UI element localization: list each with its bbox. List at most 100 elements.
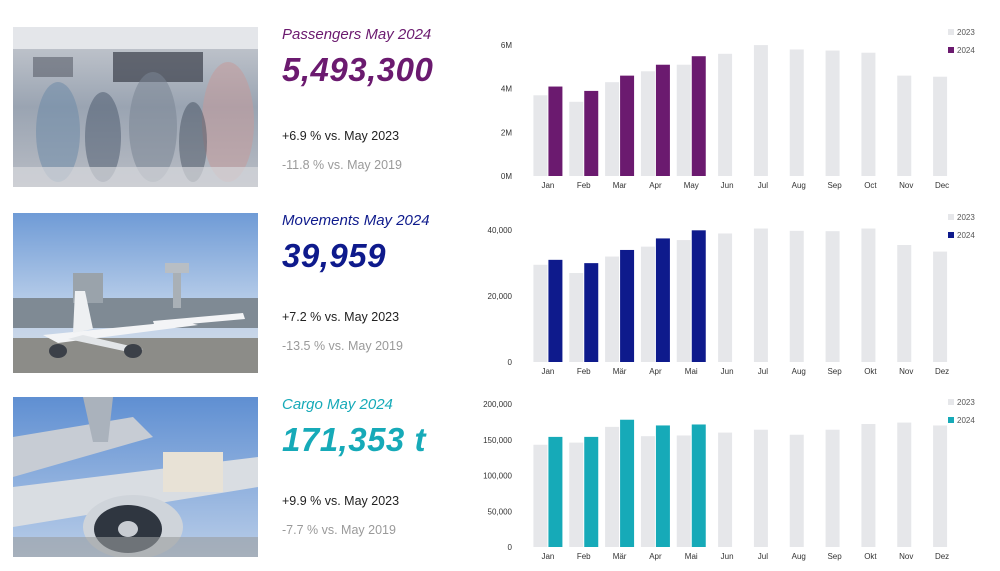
y-tick-label: 40,000 bbox=[488, 226, 513, 235]
bar-2023-nov bbox=[897, 75, 912, 176]
legend-swatch-2024 bbox=[948, 232, 954, 238]
passengers-value: 5,493,300 bbox=[282, 51, 434, 88]
x-tick-label: Jan bbox=[541, 181, 554, 190]
bar-2023-jan bbox=[533, 95, 548, 176]
legend-swatch-2024 bbox=[948, 47, 954, 53]
x-tick-label: Dez bbox=[935, 367, 949, 376]
x-tick-label: Feb bbox=[577, 181, 591, 190]
x-tick-label: Aug bbox=[792, 181, 806, 190]
x-tick-label: Aug bbox=[792, 552, 806, 561]
bar-2024-mar bbox=[620, 75, 635, 176]
bar-2023-sep bbox=[825, 429, 840, 547]
bar-2024-apr bbox=[655, 64, 670, 176]
x-tick-label: Jan bbox=[541, 552, 554, 561]
bar-2023-oct bbox=[861, 52, 876, 176]
bar-2023-nov bbox=[897, 422, 912, 547]
bar-2023-nov bbox=[897, 245, 912, 362]
x-tick-label: Mär bbox=[613, 552, 627, 561]
bar-2024-apr bbox=[655, 238, 670, 362]
bar-2023-sep bbox=[825, 50, 840, 176]
x-tick-label: Apr bbox=[649, 181, 662, 190]
passengers-chart: 0M 2M 4M 6M Jan Feb Mar Apr May Jun Jul Aug Sep Oct No… bbox=[490, 20, 980, 195]
x-tick-label: Sep bbox=[827, 181, 842, 190]
x-tick-label: Jun bbox=[721, 552, 734, 561]
x-tick-label: Aug bbox=[792, 367, 806, 376]
bar-2024-mai bbox=[691, 230, 706, 362]
y-tick-label: 0M bbox=[501, 172, 512, 181]
x-tick-label: Feb bbox=[577, 367, 591, 376]
passengers-title: Passengers May 2024 bbox=[282, 26, 432, 43]
y-tick-label: 20,000 bbox=[488, 292, 513, 301]
legend-label-2023: 2023 bbox=[957, 28, 975, 37]
bar-2024-jan bbox=[548, 436, 563, 547]
x-tick-label: May bbox=[684, 181, 699, 190]
terminal-photo bbox=[13, 27, 258, 187]
passengers-vs-2023: +6.9 % vs. May 2023 bbox=[282, 129, 400, 143]
y-tick-label: 2M bbox=[501, 128, 512, 137]
bar-2024-feb bbox=[584, 90, 599, 176]
aircraft-terminal-photo bbox=[13, 213, 258, 373]
cargo-vs-2019: -7.7 % vs. May 2019 bbox=[282, 523, 396, 537]
x-tick-label: Nov bbox=[899, 181, 913, 190]
x-tick-label: Apr bbox=[649, 367, 662, 376]
bar-2023-apr bbox=[640, 71, 655, 176]
passengers-vs-2019: -11.8 % vs. May 2019 bbox=[282, 158, 402, 172]
bar-2023-aug bbox=[789, 230, 804, 362]
bar-2023-mär bbox=[605, 426, 620, 547]
bar-2024-apr bbox=[655, 425, 670, 547]
bar-2023-aug bbox=[789, 434, 804, 547]
bar-2023-jul bbox=[753, 429, 768, 547]
y-tick-label: 4M bbox=[501, 85, 512, 94]
bar-2023-apr bbox=[640, 436, 655, 547]
x-tick-label: Feb bbox=[577, 552, 591, 561]
bar-2023-dez bbox=[933, 251, 948, 362]
bar-2023-mai bbox=[676, 240, 691, 362]
y-tick-label: 0 bbox=[508, 543, 513, 552]
y-tick-label: 0 bbox=[508, 358, 513, 367]
x-tick-label: Sep bbox=[827, 367, 842, 376]
x-tick-label: Jul bbox=[758, 181, 768, 190]
cargo-value: 171,353 t bbox=[282, 421, 426, 458]
x-tick-label: Mar bbox=[613, 181, 627, 190]
bar-2024-jan bbox=[548, 86, 563, 176]
y-tick-label: 6M bbox=[501, 41, 512, 50]
cargo-aircraft-photo bbox=[13, 397, 258, 557]
bar-2023-aug bbox=[789, 49, 804, 176]
bar-2023-apr bbox=[640, 246, 655, 362]
x-tick-label: Jul bbox=[758, 367, 768, 376]
cargo-title: Cargo May 2024 bbox=[282, 396, 393, 413]
bar-2023-mar bbox=[605, 82, 620, 176]
x-tick-label: Dec bbox=[935, 181, 949, 190]
x-tick-label: Mär bbox=[613, 367, 627, 376]
x-tick-label: Jun bbox=[721, 367, 734, 376]
movements-chart: 0 20,000 40,000 Jan Feb Mär Apr Mai Jun Jul Aug Sep… bbox=[488, 205, 980, 380]
legend-swatch-2023 bbox=[948, 29, 954, 35]
x-tick-label: Nov bbox=[899, 367, 913, 376]
bar-2023-sep bbox=[825, 231, 840, 362]
x-tick-label: Jul bbox=[758, 552, 768, 561]
x-tick-label: Jun bbox=[721, 181, 734, 190]
x-tick-label: Apr bbox=[649, 552, 662, 561]
y-tick-label: 200,000 bbox=[483, 400, 512, 409]
legend-label-2024: 2024 bbox=[957, 46, 975, 55]
bar-2023-jun bbox=[718, 233, 733, 362]
bar-2024-mär bbox=[620, 419, 635, 547]
x-tick-label: Mai bbox=[685, 367, 698, 376]
bar-2023-okt bbox=[861, 228, 876, 362]
bar-2023-jul bbox=[753, 228, 768, 362]
legend-label-2024: 2024 bbox=[957, 416, 975, 425]
bar-2023-feb bbox=[569, 442, 584, 547]
x-tick-label: Mai bbox=[685, 552, 698, 561]
x-tick-label: Dez bbox=[935, 552, 949, 561]
legend-swatch-2023 bbox=[948, 399, 954, 405]
bar-2024-may bbox=[691, 56, 706, 176]
movements-vs-2023: +7.2 % vs. May 2023 bbox=[282, 310, 400, 324]
bar-2024-feb bbox=[584, 436, 599, 547]
y-tick-label: 100,000 bbox=[483, 472, 512, 481]
bar-2023-dez bbox=[933, 425, 948, 547]
x-tick-label: Oct bbox=[864, 181, 877, 190]
x-tick-label: Okt bbox=[864, 367, 877, 376]
x-tick-label: Okt bbox=[864, 552, 877, 561]
x-tick-label: Sep bbox=[827, 552, 842, 561]
legend-label-2024: 2024 bbox=[957, 231, 975, 240]
